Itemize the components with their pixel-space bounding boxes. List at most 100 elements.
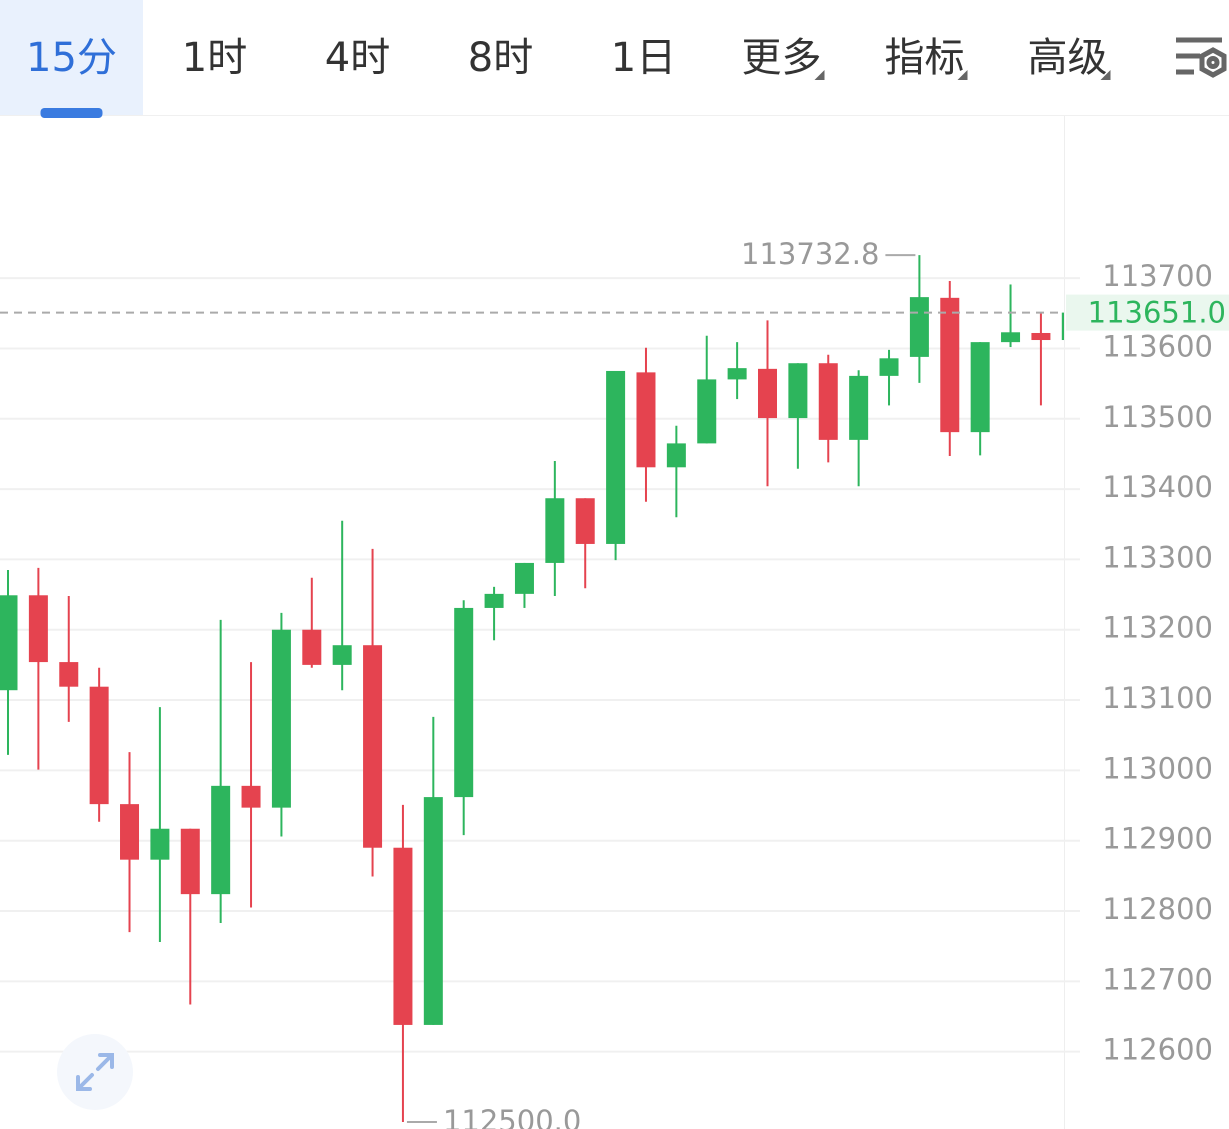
dropdown-caret [814,70,825,80]
candle [666,425,686,518]
tab[interactable]: 1时 [182,35,247,81]
candle-body [423,797,443,1025]
candle-body [818,363,838,440]
candle-body [271,629,291,808]
candle-body [575,498,595,544]
candle-body [970,342,990,433]
candle-body [514,562,534,594]
button-bg [57,1034,133,1110]
tab[interactable]: 指标 [885,35,968,81]
candle-body [727,368,747,380]
candle [1031,313,1051,406]
candle-body [120,804,140,860]
y-tick-label: 112600 [1102,1033,1213,1067]
candle-body [545,498,565,563]
tab-label: 1时 [182,35,247,81]
tab[interactable]: 1日 [611,35,676,81]
candle-body [150,828,170,860]
tab[interactable]: 15分 [0,0,143,118]
candle-body [302,629,322,665]
icon-arrow [98,1053,114,1069]
candle-body [241,785,261,808]
y-tick-label: 113700 [1102,259,1213,293]
y-tick-label: 112700 [1102,962,1213,996]
min-marker-label: 112500.0 [443,1104,581,1129]
y-tick-label: 113500 [1102,400,1213,434]
y-tick-label: 113600 [1102,329,1213,363]
candle-body [666,443,686,468]
icon-arrow [96,1055,112,1071]
candle [514,562,534,608]
candle [302,577,322,668]
y-tick-label: 113300 [1102,540,1213,574]
tab[interactable]: 高级 [1028,35,1111,81]
candle [271,612,291,837]
candle-body [332,645,352,665]
candle [545,460,565,596]
settings-icon[interactable] [1176,37,1227,78]
candle-body [909,297,929,357]
candle-body [454,607,474,798]
candle [788,363,808,469]
y-tick-label: 113400 [1102,470,1213,504]
candle [606,370,626,561]
candle [575,498,595,589]
candle [940,280,960,457]
tab-label: 高级 [1028,35,1108,81]
candle [879,349,899,406]
candle [180,828,200,1005]
y-tick-label: 113100 [1102,681,1213,715]
grid-layer [0,277,1080,1053]
candle-body [606,370,626,544]
candle [0,569,18,755]
tab[interactable]: 8时 [468,35,533,81]
candle-body [0,595,18,691]
candle [28,567,48,770]
tab-label: 1日 [611,35,676,81]
candle [211,619,231,923]
dropdown-caret [1100,70,1111,80]
last-price-label: 113651.0 [1088,296,1226,330]
icon-arrow [76,1075,92,1091]
candle [150,707,170,942]
candle [241,662,261,908]
candle-body [393,847,413,1025]
candle [636,347,656,502]
plot-area [0,255,1064,1122]
tab-label: 8时 [468,35,533,81]
candle [120,752,140,933]
tab[interactable]: 更多 [742,35,825,81]
icon-gear [1199,47,1227,78]
candle [332,520,352,691]
max-marker-label: 113732.8 [741,237,879,271]
y-tick-label: 112900 [1102,822,1213,856]
tab[interactable]: 4时 [325,35,390,81]
candle [59,595,79,722]
candle-body [849,375,869,440]
label-layer: 112600 112700 112800 112900 113000 113100 1132… [406,237,1229,1129]
candle-body [89,686,109,805]
candle [363,548,383,877]
candle [727,342,747,400]
candle-body [1001,332,1021,343]
candle [423,716,443,1025]
icon-arrow [78,1073,94,1089]
fullscreen-button[interactable] [57,1034,133,1110]
candle-body [788,363,808,419]
candle [89,667,109,822]
candle [758,320,777,487]
candle [1061,312,1064,341]
candle [454,600,474,836]
candle [849,370,869,487]
candle [697,335,717,444]
candle-body [758,368,777,419]
y-tick-label: 113000 [1102,751,1213,785]
candle-body [1031,332,1051,341]
y-tick-label: 112800 [1102,892,1213,926]
candle-body [211,785,231,895]
candle-body [28,595,48,663]
candle-body [363,645,383,848]
y-tick-label: 113200 [1102,611,1213,645]
